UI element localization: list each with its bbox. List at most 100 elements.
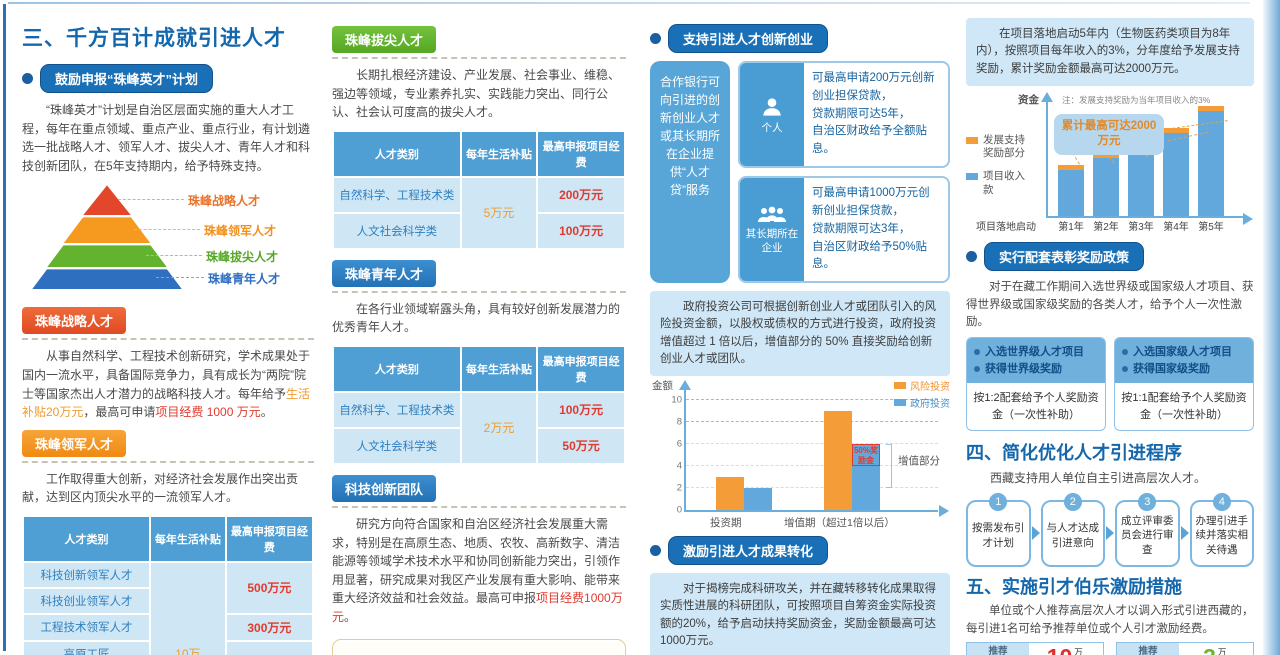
pyramid-layer-leading	[63, 217, 151, 244]
reward-cap	[1093, 152, 1119, 158]
category-cell: 自然科学、工程技术类	[334, 392, 460, 427]
reward-cap	[1163, 127, 1189, 133]
table-row: 科技创业领军人才	[24, 588, 312, 613]
fund-highlight: 项目经费1000万元	[332, 591, 623, 624]
year4-bar	[1163, 127, 1189, 216]
chart-legend: 风险投资 政府投资	[894, 378, 950, 412]
table-header: 每年生活补贴	[150, 516, 225, 561]
section4-body: 西藏支持用人单位自主引进高层次人才。	[990, 471, 1207, 486]
step-number: 2	[1063, 492, 1082, 511]
subsidy-cell: 10万	[150, 562, 225, 655]
loan-line: 可最高申请1000万元创新创业担保贷款，	[812, 187, 930, 217]
young-talent-body: 在各行业领域崭露头角，具有较好创新发展潜力的优秀青年人才。	[332, 301, 621, 335]
leading-talent-tag: 珠峰领军人才	[22, 429, 127, 457]
text: 推荐	[988, 646, 1008, 655]
step-label: 成立评审委员会进行审查	[1121, 514, 1174, 557]
support-section-header: 支持引进人才创新创业	[650, 24, 950, 53]
card-value: 3 万元	[1179, 643, 1253, 655]
table-header: 每年生活补贴	[461, 131, 537, 176]
person-icon	[763, 98, 781, 116]
section4-title: 四、简化优化人才引进程序	[966, 443, 1182, 464]
bullet-dot-icon	[966, 250, 977, 262]
y-axis-arrow-icon	[679, 380, 691, 391]
dashed-divider	[332, 57, 626, 59]
category-cell: 工程技术领军人才	[24, 614, 149, 640]
bracket-label: 增值部分	[898, 455, 940, 468]
legend-swatch-gov	[894, 399, 906, 407]
young-talent-tag: 珠峰青年人才	[332, 259, 437, 287]
y-tick: 6	[676, 438, 682, 450]
top-talent-tag: 珠峰拔尖人才	[332, 26, 437, 53]
step-label: 按需发布引才计划	[972, 522, 1025, 549]
text: 。	[344, 609, 357, 624]
table-row: 工程技术领军人才 300万元	[24, 614, 312, 640]
plan-header-pill: 鼓励申报“珠峰英才”计划	[40, 64, 214, 93]
step-number: 4	[1212, 492, 1231, 511]
leader-line	[118, 199, 184, 201]
step-card-1: 1 按需发布引才计划	[966, 492, 1031, 567]
innovation-team-body: 研究方向符合国家和自治区经济社会发展重大需求，特别是在高原生态、地质、农牧、高新…	[332, 515, 626, 627]
y-tick: 8	[676, 416, 682, 428]
income-bar	[1128, 147, 1154, 216]
investment-bar-chart: 金额 风险投资 政府投资 0 2 4 6 8 10	[650, 380, 950, 532]
step-label: 与人才达成引进意向	[1046, 522, 1100, 549]
card-body: 按1:2配套给予个人奖励资金（一次性补助）	[973, 392, 1099, 421]
fund-cell: 200万元	[538, 177, 624, 212]
income-bar	[1058, 169, 1084, 216]
world-level-card: 入选世界级人才项目 获得世界级奖励 按1:2配套给予个人奖励资金（一次性补助）	[966, 337, 1106, 432]
table-header: 最高申报项目经费	[538, 131, 624, 176]
people-icon	[758, 206, 786, 222]
y-tick: 2	[676, 482, 682, 494]
column-1: 三、千方百计成就引进人才 鼓励申报“珠峰英才”计划 “珠峰英才”计划是自治区层面…	[22, 22, 314, 655]
table-header: 人才类别	[334, 131, 460, 176]
pyramid-layer-top	[47, 245, 167, 268]
section3-title: 三、千方百计成就引进人才	[22, 27, 286, 50]
project-income-chart: 资金 注：发展支持奖励为当年项目收入的3% 发展支持奖励部分 项目收入款 累计最…	[966, 91, 1254, 234]
dashed-divider	[332, 290, 626, 293]
national-level-card: 入选国家级人才项目 获得国家级奖励 按1:1配套给予个人奖励资金（一次性补助）	[1114, 337, 1254, 432]
year3-bar	[1128, 142, 1154, 216]
top-talent-table: 人才类别 每年生活补贴 最高申报项目经费 自然科学、工程技术类 5万元 200万…	[332, 130, 626, 250]
income-bar	[1198, 110, 1224, 216]
icon-cell: 个人	[740, 63, 804, 167]
dashed-divider	[22, 338, 314, 341]
y-tick: 4	[676, 460, 682, 472]
referral-card-c: 推荐 C类人才 3 万元	[1116, 642, 1254, 655]
top-hairline	[8, 2, 1250, 4]
legend-label: 政府投资	[910, 399, 950, 411]
x-tick: 投资期	[710, 517, 742, 530]
legend-swatch-reward	[966, 136, 978, 144]
fund-cell: 500万元	[226, 562, 312, 613]
reward-amount: 3	[1203, 646, 1216, 655]
legend-label: 发展支持奖励部分	[983, 133, 1025, 160]
bullet-text: 获得世界级奖励	[985, 362, 1062, 375]
talent-loan-diagram: 合作银行可向引进的创新创业人才或其长期所在企业提供“人才贷”服务 个人 可最高申…	[650, 61, 950, 284]
max-reward-callout: 累计最高可达2000万元	[1054, 113, 1164, 155]
bar-gov-growth-period	[852, 444, 880, 511]
loan-terms: 可最高申请1000万元创新创业担保贷款， 贷款期限可达3年， 自治区财政给予50…	[804, 178, 948, 281]
table-row: 人文社会科学类 50万元	[334, 428, 624, 463]
card-header: 入选世界级人才项目 获得世界级奖励	[967, 338, 1105, 384]
arrow-right-icon	[1031, 526, 1040, 541]
text: 从事自然科学、工程技术创新研究，学术成果处于国内一流水平，具备国际竞争力，具有成…	[22, 349, 311, 401]
gridline	[686, 465, 938, 467]
loan-cards: 个人 可最高申请200万元创新创业担保贷款， 贷款期限可达5年， 自治区财政给予…	[738, 61, 950, 284]
strategic-body: 从事自然科学、工程技术创新研究，学术成果处于国内一流水平，具备国际竞争力，具有成…	[22, 347, 314, 421]
legend-label: 项目收入款	[983, 170, 1025, 196]
bonus-note-box: 调入、创新创业引进高层次人才入选“珠峰英才”计划后，除享受高层次人才引进政策待遇…	[332, 638, 626, 655]
legend-label: 风险投资	[910, 382, 950, 394]
reward-amount: 10	[1047, 646, 1073, 655]
column-3: 支持引进人才创新创业 合作银行可向引进的创新创业人才或其长期所在企业提供“人才贷…	[650, 24, 950, 655]
legend-swatch-income	[966, 173, 978, 181]
table-row: 人文社会科学类 100万元	[334, 213, 624, 248]
step-number: 3	[1138, 492, 1157, 511]
loan-terms: 可最高申请200万元创新创业担保贷款， 贷款期限可达5年， 自治区财政给予全额贴…	[804, 63, 948, 166]
card-value: 10 万元	[1029, 643, 1103, 655]
leading-talent-table: 人才类别 每年生活补贴 最高申报项目经费 科技创新领军人才 10万 500万元 …	[22, 515, 314, 655]
reward-cards: 入选世界级人才项目 获得世界级奖励 按1:2配套给予个人奖励资金（一次性补助） …	[966, 337, 1254, 432]
bullet-dot-icon	[650, 545, 661, 557]
enterprise-loan-card: 其长期所在企业 可最高申请1000万元创新创业担保贷款， 贷款期限可达3年， 自…	[738, 176, 950, 284]
top-talent-body: 长期扎根经济建设、产业发展、社会事业、维稳、强边等领域，专业素养扎实、实践能力突…	[332, 68, 621, 120]
dashed-divider	[22, 460, 314, 463]
